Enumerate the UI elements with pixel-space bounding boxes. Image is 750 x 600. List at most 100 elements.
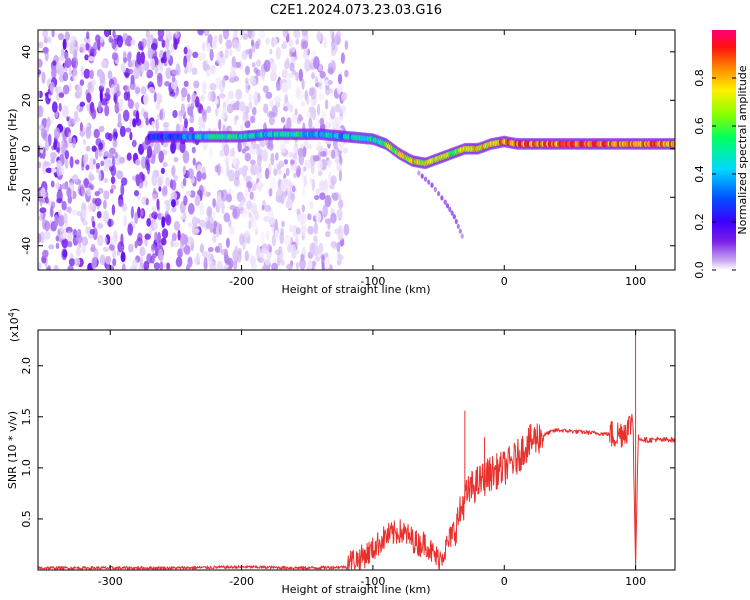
spectrogram-speckle <box>270 152 275 166</box>
spectrogram-speckle <box>89 203 97 211</box>
spectrogram-speckle <box>41 71 46 84</box>
spectrogram-speckle <box>117 241 125 253</box>
spectrogram-branch-cell <box>427 179 431 185</box>
spectrogram-speckle <box>244 152 251 162</box>
spectrogram-speckle <box>145 30 150 39</box>
spectrogram-speckle <box>54 214 59 228</box>
spectrogram-speckle <box>301 204 305 213</box>
spectrogram-x-label: Height of straight line (km) <box>281 283 430 296</box>
spectrogram-speckle <box>274 96 281 104</box>
spectrogram-speckle <box>66 187 72 198</box>
spectrogram-speckle <box>286 263 293 270</box>
spectrogram-speckle <box>219 149 224 157</box>
spectrogram-speckle <box>140 51 145 64</box>
spectrogram-speckle <box>208 146 213 160</box>
spectrogram-speckle <box>330 212 337 224</box>
spectrogram-speckle <box>162 161 168 168</box>
spectrogram-speckle <box>165 176 170 187</box>
colorbar-gradient <box>712 30 736 270</box>
spectrogram-speckle <box>189 117 195 124</box>
spectrogram-speckle <box>127 52 132 63</box>
spectrogram-speckle <box>161 39 166 48</box>
spectrogram-speckle <box>39 212 44 220</box>
spectrogram-speckle <box>218 118 222 131</box>
spectrogram-speckle <box>215 227 220 238</box>
spectrogram-speckle <box>228 169 235 182</box>
spectrogram-speckle <box>170 166 176 176</box>
spectrogram-x-tick-label: -300 <box>98 275 123 288</box>
spectrogram-speckle <box>182 177 187 187</box>
spectrogram-speckle <box>132 258 138 268</box>
spectrogram-speckle <box>184 118 188 129</box>
spectrogram-speckle <box>89 228 95 235</box>
spectrogram-speckle <box>120 183 125 197</box>
spectrogram-speckle <box>153 262 161 270</box>
spectrogram-speckle <box>53 264 59 270</box>
spectrogram-speckle <box>234 61 242 69</box>
spectrogram-speckle <box>196 170 202 182</box>
spectrogram-speckle <box>57 33 65 41</box>
spectrogram-speckle <box>146 69 154 79</box>
spectrogram-speckle <box>135 110 140 123</box>
spectrogram-speckle <box>330 105 336 116</box>
spectrogram-speckle <box>183 80 189 88</box>
spectrogram-speckle <box>318 92 325 101</box>
spectrogram-speckle <box>303 175 307 188</box>
spectrogram-speckle <box>325 85 331 96</box>
spectrogram-speckle <box>157 212 162 221</box>
spectrogram-speckle <box>113 94 117 103</box>
spectrogram-speckle <box>117 112 122 126</box>
spectrogram-speckle <box>84 54 89 61</box>
spectrogram-speckle <box>83 138 87 146</box>
spectrogram-speckle <box>268 142 274 151</box>
snr-series-line <box>38 413 675 570</box>
spectrogram-speckle <box>250 39 255 47</box>
spectrogram-speckle <box>307 225 315 235</box>
spectrogram-speckle <box>209 48 214 62</box>
spectrogram-speckle <box>219 50 224 59</box>
spectrogram-speckle <box>249 191 254 200</box>
spectrogram-speckle <box>58 56 65 62</box>
spectrogram-speckle <box>194 96 200 108</box>
snr-x-ticks: -300 -200 -100 0 100 <box>98 330 646 588</box>
spectrogram-speckle <box>302 146 307 158</box>
spectrogram-speckle <box>301 247 306 255</box>
spectrogram-speckle <box>166 49 171 61</box>
spectrogram-speckle <box>77 84 83 97</box>
spectrogram-speckle <box>295 235 299 248</box>
spectrogram-speckle <box>89 48 97 58</box>
spectrogram-speckle <box>155 118 159 132</box>
spectrogram-branch-cell <box>445 203 450 209</box>
snr-x-tick-label: 0 <box>501 575 508 588</box>
spectrogram-speckle <box>256 59 261 67</box>
spectrogram-speckle <box>62 84 70 95</box>
spectrogram-speckle <box>275 188 283 201</box>
spectrogram-speckle <box>218 223 222 235</box>
spectrogram-speckle <box>295 227 301 235</box>
spectrogram-speckle <box>105 87 110 95</box>
spectrogram-speckle <box>289 48 293 58</box>
spectrogram-speckle <box>73 49 78 59</box>
spectrogram-speckle <box>129 81 136 91</box>
spectrogram-speckle <box>92 220 96 228</box>
spectrogram-speckle <box>179 140 186 154</box>
spectrogram-speckle <box>103 158 110 167</box>
spectrogram-speckle <box>125 127 132 133</box>
spectrogram-speckle <box>304 59 312 72</box>
spectrogram-speckle <box>253 99 259 106</box>
spectrogram-branch-cell <box>423 176 428 182</box>
spectrogram-speckle <box>183 195 188 206</box>
spectrogram-speckle <box>103 30 110 38</box>
spectrogram-speckle <box>156 92 162 105</box>
spectrogram-speckle <box>51 167 57 173</box>
spectrogram-speckle <box>231 56 236 68</box>
spectrogram-speckle <box>284 159 288 165</box>
spectrogram-speckle <box>140 209 144 217</box>
spectrogram-speckle <box>66 142 74 148</box>
spectrogram-speckle <box>98 149 102 158</box>
spectrogram-speckle <box>202 41 206 52</box>
snr-y-label: SNR (10 * v/v) <box>6 411 19 489</box>
spectrogram-speckle <box>171 199 176 208</box>
spectrogram-speckle <box>152 205 156 213</box>
spectrogram-y-tick-label: 20 <box>20 93 33 107</box>
